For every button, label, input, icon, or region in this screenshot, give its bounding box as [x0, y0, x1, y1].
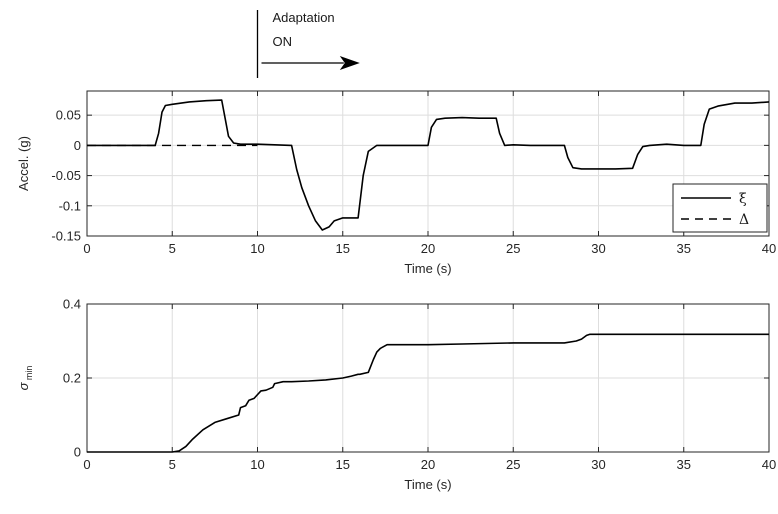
y-axis-label-subscript: min — [24, 366, 34, 383]
x-axis-label: Time (s) — [404, 261, 451, 276]
x-tick-label: 5 — [169, 457, 176, 472]
x-tick-label: 40 — [762, 457, 776, 472]
y-tick-label: -0.05 — [51, 168, 81, 183]
x-tick-label: 20 — [421, 241, 435, 256]
y-tick-label: -0.1 — [59, 198, 81, 213]
series-line — [87, 333, 769, 453]
x-tick-label: 35 — [677, 457, 691, 472]
x-tick-label: 25 — [506, 241, 520, 256]
x-tick-label: 15 — [336, 241, 350, 256]
y-tick-label: 0 — [74, 138, 81, 153]
x-tick-label: 15 — [336, 457, 350, 472]
y-axis-label: σ min — [16, 366, 34, 391]
x-axis-label: Time (s) — [404, 477, 451, 492]
x-tick-label: 25 — [506, 457, 520, 472]
acceleration-plot: Adaptation ON 0 5 10 15 20 25 30 35 40 -0.15 -0.1 -… — [16, 10, 776, 276]
y-tick-label: 0 — [74, 445, 81, 460]
y-tick-label: 0.2 — [63, 371, 81, 386]
legend-label: Δ — [739, 212, 749, 228]
adaptation-arrow-head — [339, 56, 360, 70]
x-tick-label: 30 — [591, 241, 605, 256]
y-tick-label: -0.15 — [51, 229, 81, 244]
y-axis-label: Accel. (g) — [16, 136, 31, 191]
legend-label: ξ — [739, 191, 747, 207]
x-tick-label: 5 — [169, 241, 176, 256]
x-tick-label: 0 — [83, 457, 90, 472]
x-tick-label: 20 — [421, 457, 435, 472]
x-tick-label: 10 — [250, 241, 264, 256]
series-line — [87, 99, 770, 231]
legend-box — [672, 183, 768, 233]
legend: ξΔ — [672, 183, 768, 233]
x-tick-label: 35 — [677, 241, 691, 256]
y-tick-label: 0.4 — [63, 297, 81, 312]
annotation-line-2: ON — [273, 34, 293, 49]
y-tick-label: 0.05 — [56, 108, 81, 123]
annotation-line-1: Adaptation — [273, 10, 335, 25]
x-tick-label: 40 — [762, 241, 776, 256]
sigma-min-plot: 0 5 10 15 20 25 30 35 40 0 0.2 0.4 Time (s) σ min — [16, 297, 776, 493]
x-tick-label: 10 — [250, 457, 264, 472]
x-tick-label: 0 — [83, 241, 90, 256]
x-tick-label: 30 — [591, 457, 605, 472]
